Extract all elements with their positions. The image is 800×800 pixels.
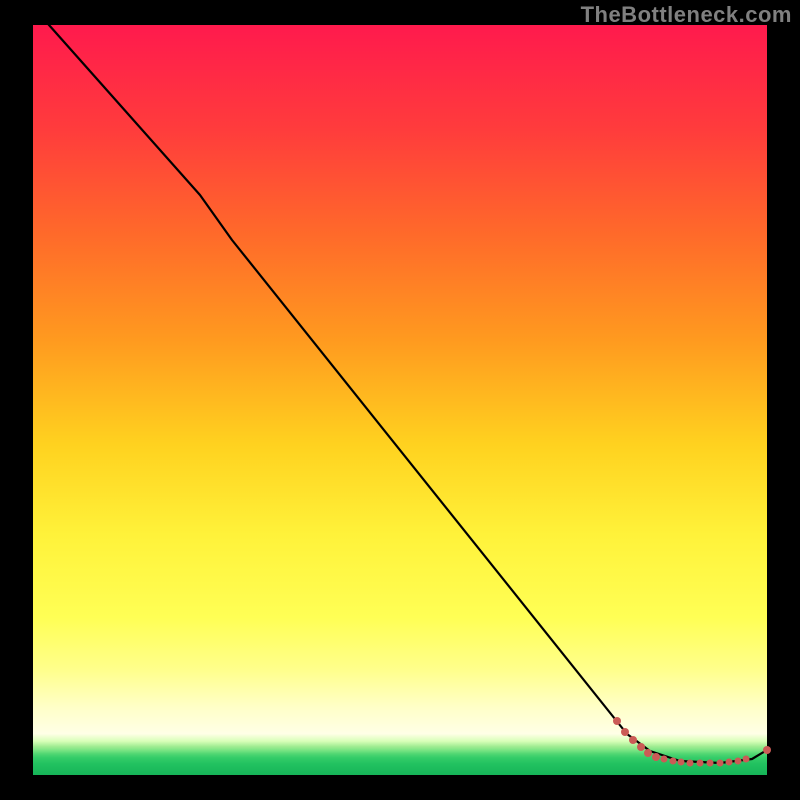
watermark-text: TheBottleneck.com: [581, 2, 792, 28]
data-marker: [678, 759, 685, 766]
chart-canvas: TheBottleneck.com: [0, 0, 800, 800]
data-marker: [726, 759, 733, 766]
data-marker: [697, 760, 704, 767]
data-marker: [661, 756, 668, 763]
data-marker: [687, 760, 694, 767]
data-marker: [763, 746, 771, 754]
data-marker: [629, 736, 637, 744]
data-marker: [621, 728, 629, 736]
data-marker: [637, 743, 645, 751]
data-marker: [735, 758, 742, 765]
data-marker: [670, 758, 677, 765]
data-marker: [644, 749, 652, 757]
bottleneck-curve: [33, 7, 767, 763]
data-marker: [717, 760, 724, 767]
data-marker: [613, 717, 621, 725]
data-marker: [707, 760, 714, 767]
data-marker: [743, 756, 750, 763]
chart-overlay: [0, 0, 800, 800]
data-marker: [652, 753, 660, 761]
